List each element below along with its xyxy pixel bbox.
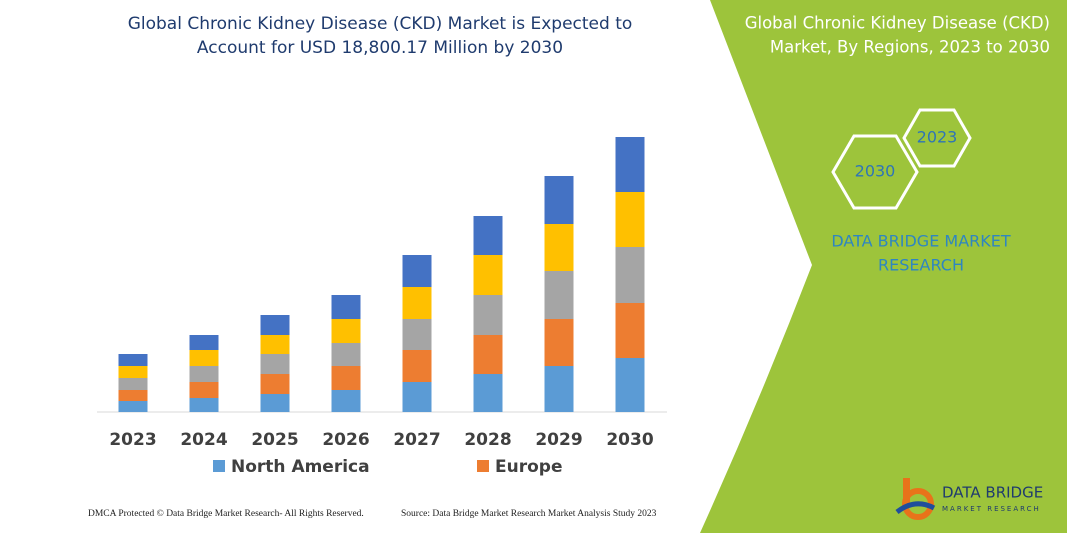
bar-segment <box>402 255 432 287</box>
bar-segment <box>260 354 290 374</box>
bar-segment <box>118 366 148 378</box>
bar-segment <box>331 319 361 343</box>
x-tick-label: 2024 <box>180 430 227 450</box>
legend-label: North America <box>231 457 370 477</box>
bar-segment <box>189 382 219 398</box>
legend-label: Europe <box>495 457 562 477</box>
x-tick-label: 2025 <box>251 430 298 450</box>
hexagon <box>902 108 972 168</box>
hexagon-label: 2023 <box>917 128 958 147</box>
bar-segment <box>260 394 290 412</box>
x-tick-label: 2029 <box>535 430 582 450</box>
bar-segment <box>544 176 574 224</box>
green-panel <box>700 0 1067 533</box>
legend-swatch <box>213 460 225 472</box>
panel-title: Global Chronic Kidney Disease (CKD) <box>745 14 1050 33</box>
bar-segment <box>402 287 432 319</box>
panel-brand: DATA BRIDGE MARKET <box>831 232 1011 251</box>
bar-segment <box>615 303 645 358</box>
bar-segment <box>615 247 645 303</box>
bar-segment <box>402 319 432 350</box>
bar-segment <box>473 216 503 255</box>
bar-segment <box>615 192 645 247</box>
footer-right: Source: Data Bridge Market Research Mark… <box>401 509 657 519</box>
logo-name: DATA BRIDGE <box>942 484 1043 502</box>
logo: DATA BRIDGE MARKET RESEARCH <box>895 478 1043 520</box>
x-tick-label: 2028 <box>464 430 511 450</box>
x-tick-label: 2027 <box>393 430 440 450</box>
logo-icon <box>895 501 936 515</box>
bar-segment <box>260 374 290 394</box>
x-tick-label: 2026 <box>322 430 369 450</box>
bar-segment <box>402 350 432 382</box>
bar-segment <box>118 401 148 412</box>
bar-segment <box>260 315 290 335</box>
bar-segment <box>544 271 574 319</box>
bar-segment <box>473 255 503 295</box>
x-tick-label: 2023 <box>109 430 156 450</box>
bar-segment <box>331 343 361 366</box>
bar-segment <box>473 374 503 412</box>
bar-segment <box>331 390 361 412</box>
chart-title: Global Chronic Kidney Disease (CKD) Mark… <box>128 14 633 34</box>
bar-segment <box>189 398 219 412</box>
bar-segment <box>473 335 503 374</box>
legend-swatch <box>477 460 489 472</box>
chart-title: Account for USD 18,800.17 Million by 203… <box>197 38 563 58</box>
bar-segment <box>473 295 503 335</box>
bar-segment <box>544 224 574 271</box>
footer-left: DMCA Protected © Data Bridge Market Rese… <box>88 508 364 519</box>
panel-title: Market, By Regions, 2023 to 2030 <box>770 38 1050 57</box>
bar-segment <box>189 350 219 366</box>
bar-segment <box>331 366 361 390</box>
panel-brand: RESEARCH <box>878 256 964 275</box>
bar-segment <box>118 378 148 390</box>
bar-segment <box>544 366 574 412</box>
bar-segment <box>331 295 361 319</box>
logo-icon <box>903 478 910 504</box>
bar-segment <box>615 358 645 412</box>
bar-segment <box>189 335 219 350</box>
bar-segment <box>118 390 148 401</box>
x-tick-label: 2030 <box>606 430 653 450</box>
bar-segment <box>118 354 148 366</box>
bar-segment <box>260 335 290 354</box>
hexagon <box>831 134 919 210</box>
logo-tagline: MARKET RESEARCH <box>942 505 1041 513</box>
bar-segment <box>544 319 574 366</box>
hexagon-label: 2030 <box>855 162 896 181</box>
bar-segment <box>189 366 219 382</box>
bar-segment <box>402 382 432 412</box>
bar-segment <box>615 137 645 192</box>
